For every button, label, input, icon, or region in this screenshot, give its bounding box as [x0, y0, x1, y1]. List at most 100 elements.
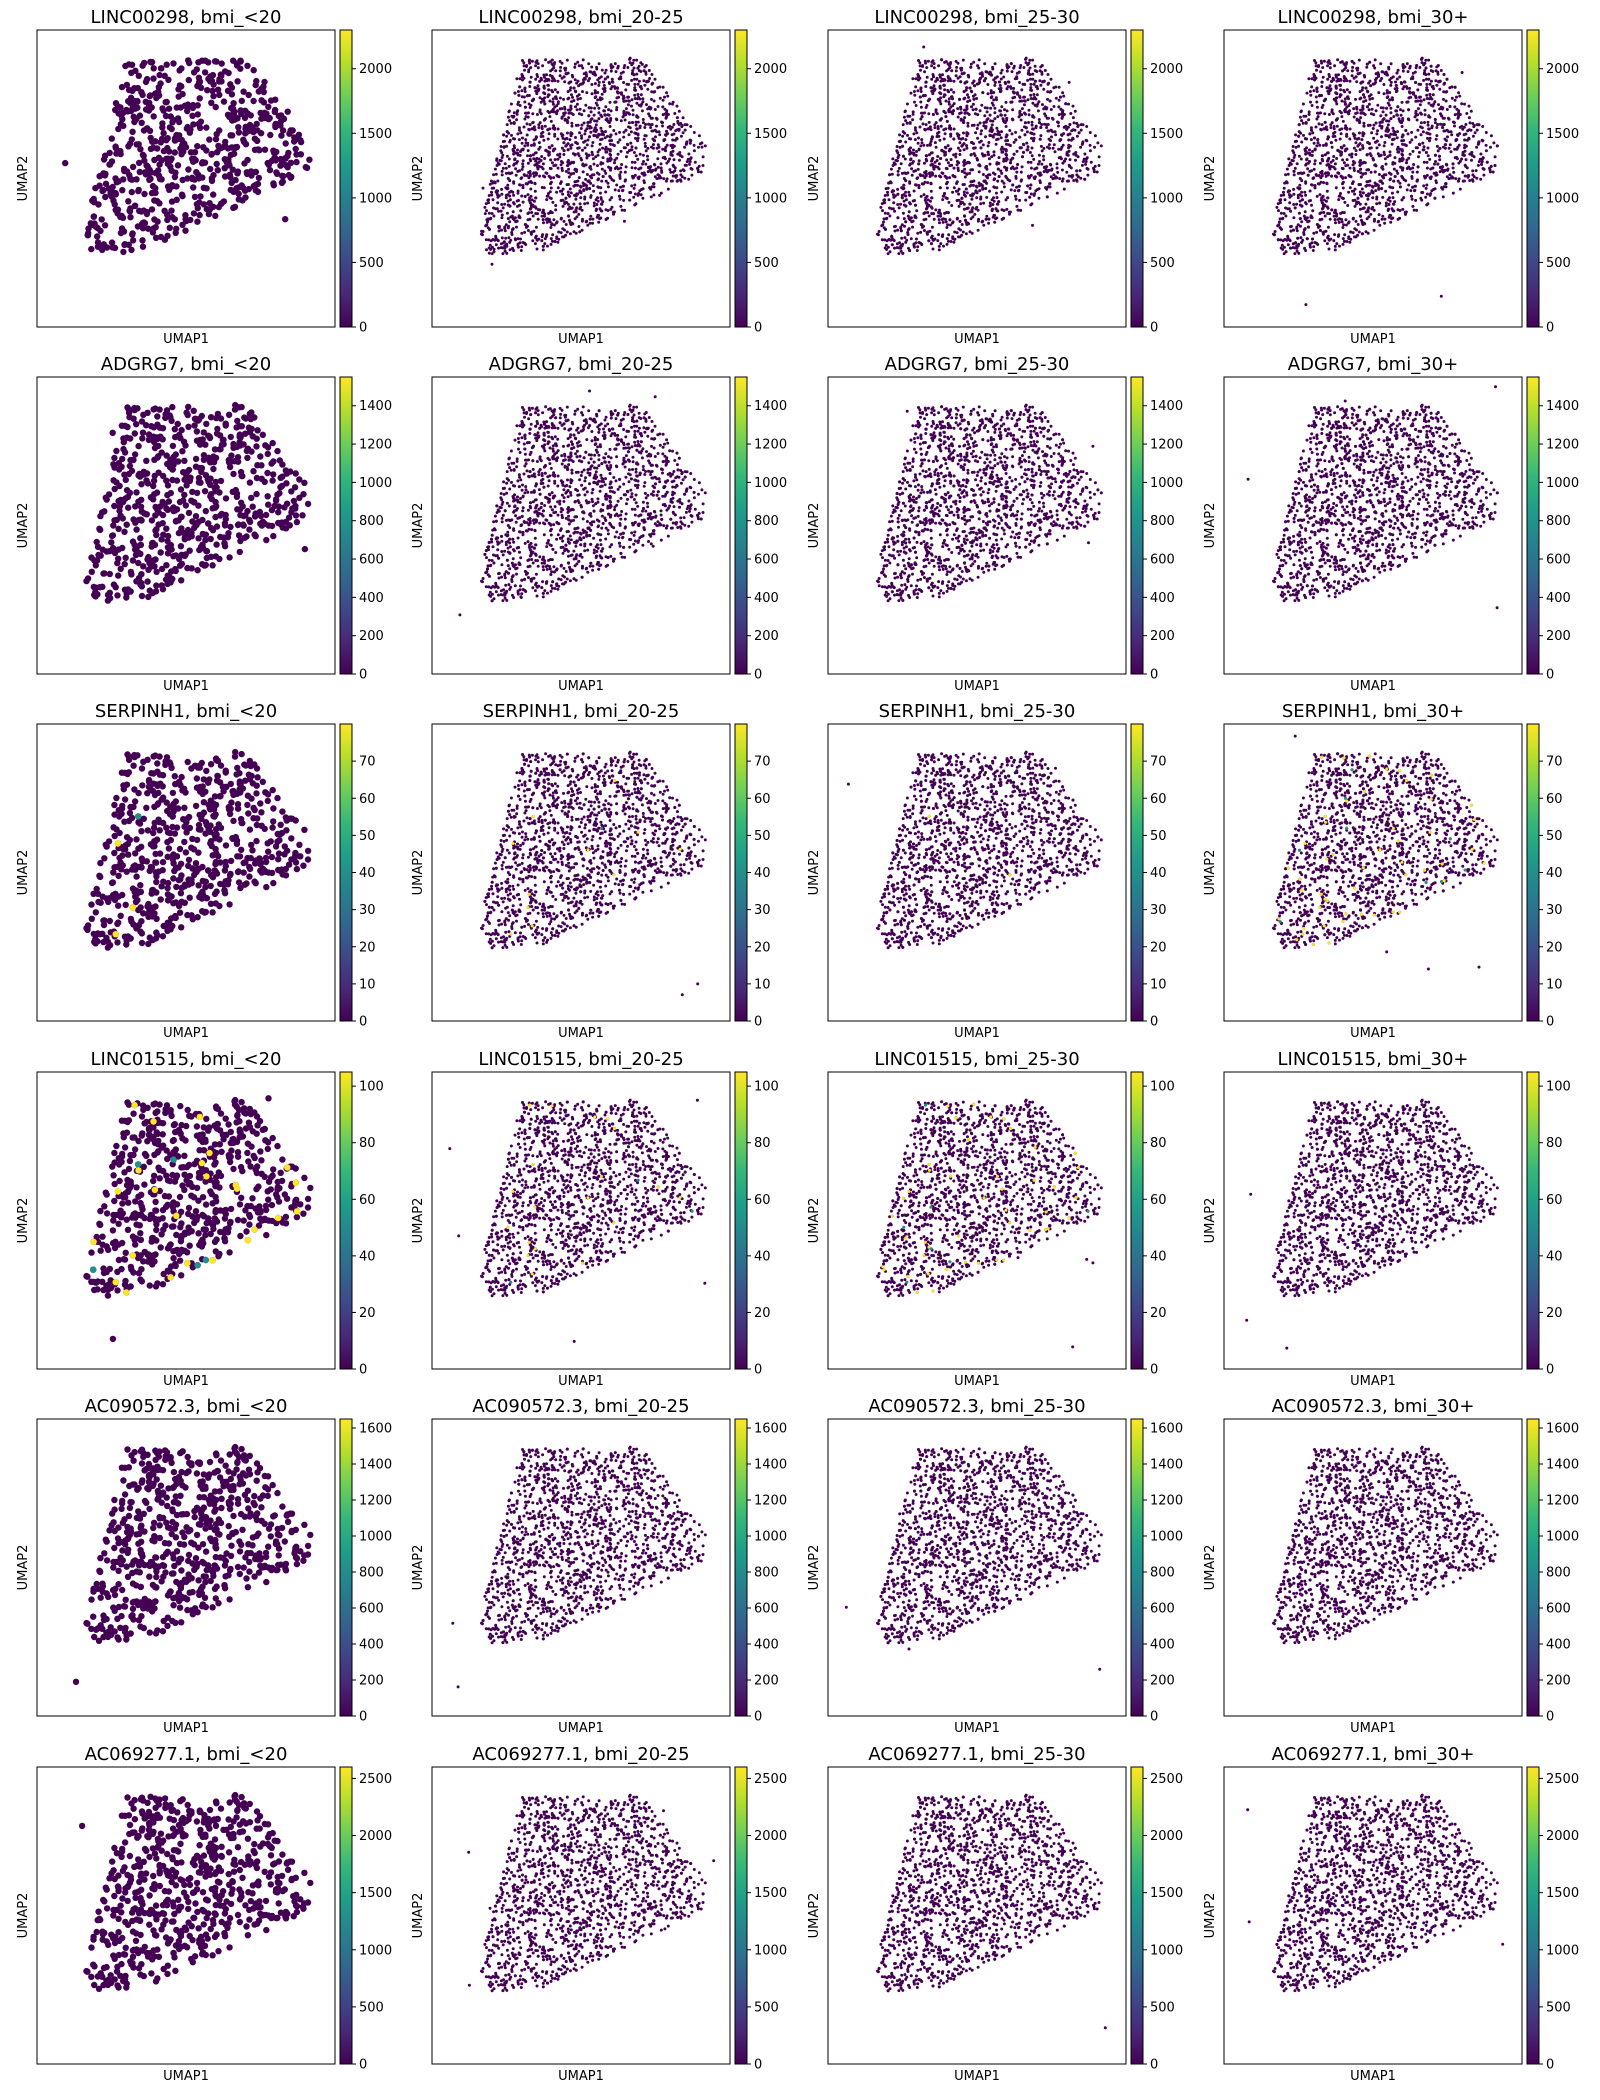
scatter-point: [1028, 113, 1031, 116]
scatter-point: [102, 222, 108, 228]
scatter-point: [586, 143, 589, 146]
scatter-point: [193, 169, 199, 175]
scatter-point: [641, 163, 644, 166]
scatter-point: [956, 107, 959, 110]
scatter-point: [1029, 67, 1032, 70]
scatter-point: [628, 199, 631, 202]
scatter-point: [1039, 84, 1042, 87]
scatter-point: [175, 136, 181, 142]
scatter-point: [1052, 86, 1055, 89]
scatter-point: [134, 98, 140, 104]
scatter-point: [936, 112, 939, 115]
scatter-point: [615, 157, 618, 160]
scatter-point: [631, 62, 634, 65]
scatter-point: [168, 113, 174, 119]
scatter-point: [1011, 70, 1014, 73]
scatter-point: [161, 148, 167, 154]
scatter-point: [974, 131, 977, 134]
scatter-point: [1007, 80, 1010, 83]
scatter-point: [589, 70, 592, 73]
scatter-point: [592, 134, 595, 137]
scatter-point: [1076, 180, 1079, 183]
scatter-point: [506, 155, 509, 158]
scatter-point: [1085, 125, 1088, 128]
scatter-point: [1094, 134, 1097, 137]
scatter-point: [148, 169, 154, 175]
scatter-point: [641, 109, 644, 112]
scatter-point: [651, 185, 654, 188]
scatter-point: [594, 155, 597, 158]
scatter-point: [542, 209, 545, 212]
scatter-point: [996, 180, 999, 183]
scatter-point: [535, 238, 538, 241]
scatter-point: [227, 81, 233, 87]
scatter-point: [575, 168, 578, 171]
scatter-point: [130, 164, 136, 170]
scatter-point: [682, 116, 685, 119]
scatter-point: [586, 121, 589, 124]
colorbar-tick-label: 500: [754, 256, 779, 271]
scatter-point: [137, 112, 143, 118]
scatter-point: [912, 132, 915, 135]
scatter-point: [533, 200, 536, 203]
scatter-point: [579, 157, 582, 160]
panel-title: LINC00298, bmi_<20: [90, 7, 281, 28]
scatter-point: [523, 64, 526, 67]
scatter-point: [614, 188, 617, 191]
scatter-point: [527, 128, 530, 131]
scatter-point: [676, 105, 679, 108]
scatter-point: [633, 89, 636, 92]
scatter-point: [200, 159, 206, 165]
scatter-point: [234, 78, 240, 84]
scatter-point: [563, 149, 566, 152]
scatter-point: [541, 98, 544, 101]
scatter-point: [933, 218, 936, 221]
scatter-point: [916, 249, 919, 252]
scatter-point: [567, 148, 570, 151]
scatter-point: [556, 153, 559, 156]
scatter-point: [548, 146, 551, 149]
scatter-point: [893, 247, 896, 250]
scatter-point: [704, 144, 707, 147]
scatter-point: [527, 149, 530, 152]
scatter-point: [972, 61, 975, 64]
scatter-point: [624, 171, 627, 174]
scatter-point: [492, 173, 495, 176]
scatter-point: [552, 127, 555, 130]
scatter-point: [610, 196, 613, 199]
scatter-point: [141, 60, 147, 66]
scatter-point: [1001, 180, 1004, 183]
scatter-point: [512, 194, 515, 197]
scatter-point: [530, 181, 533, 184]
scatter-point: [569, 147, 572, 150]
scatter-point: [910, 237, 913, 240]
scatter-point: [992, 196, 995, 199]
scatter-point: [622, 185, 625, 188]
scatter-point: [583, 122, 586, 125]
scatter-point: [550, 237, 553, 240]
scatter-point: [497, 247, 500, 250]
scatter-point: [556, 138, 559, 141]
scatter-point: [970, 198, 973, 201]
scatter-point: [535, 226, 538, 229]
scatter-point: [642, 79, 645, 82]
scatter-point: [1081, 164, 1084, 167]
scatter-point: [539, 146, 542, 149]
scatter-point: [615, 184, 618, 187]
scatter-point: [673, 112, 676, 115]
scatter-point: [601, 93, 604, 96]
scatter-point: [586, 180, 589, 183]
scatter-point: [219, 60, 225, 66]
scatter-point: [605, 218, 608, 221]
scatter-point: [656, 173, 659, 176]
scatter-point: [485, 248, 488, 251]
scatter-point: [548, 94, 551, 97]
scatter-point: [635, 73, 638, 76]
scatter-point: [633, 184, 636, 187]
scatter-point: [944, 132, 947, 135]
scatter-point: [605, 69, 608, 72]
scatter-point: [1042, 155, 1045, 158]
scatter-point: [679, 169, 682, 172]
scatter-point: [503, 146, 506, 149]
scatter-point: [523, 173, 526, 176]
